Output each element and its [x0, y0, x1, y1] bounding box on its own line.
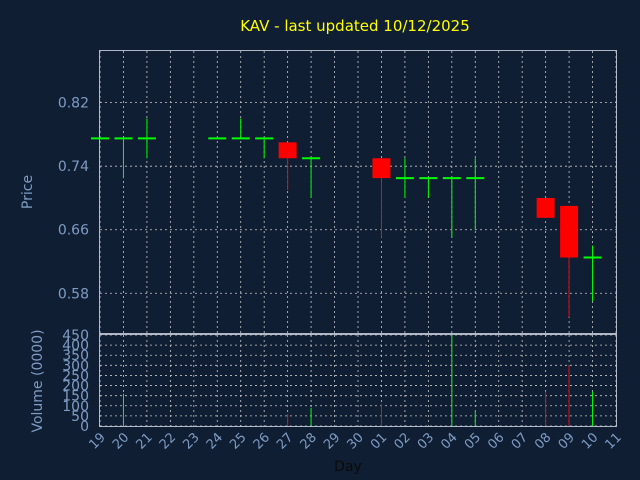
candle: [302, 157, 321, 198]
candle-body: [278, 142, 297, 159]
x-axis-label: Day: [334, 459, 362, 475]
candle-body: [536, 197, 555, 218]
candle: [137, 118, 156, 159]
x-tick-label: 25: [227, 430, 249, 452]
x-tick-label: 08: [532, 430, 554, 452]
candle: [442, 177, 461, 238]
candle: [372, 158, 391, 238]
candle: [560, 205, 579, 318]
x-tick-label: 06: [485, 430, 507, 452]
volume-bars: [122, 335, 594, 426]
candle: [395, 158, 414, 198]
x-tick-label: 02: [391, 430, 413, 452]
x-tick-label: 27: [274, 430, 296, 452]
price-grid: [99, 51, 617, 333]
candle: [536, 197, 555, 218]
x-tick-label: 28: [298, 430, 320, 452]
volume-grid: [99, 334, 617, 427]
volume-y-tick-label: 450: [62, 328, 89, 344]
chart-title: KAV - last updated 10/12/2025: [240, 17, 470, 35]
volume-y-tick-label: 300: [62, 358, 89, 374]
x-tick-label: 03: [415, 430, 437, 452]
x-tick-label: 09: [556, 430, 578, 452]
volume-y-tick-label: 250: [62, 368, 89, 384]
x-tick-label: 05: [462, 430, 484, 452]
x-tick-label: 26: [251, 430, 273, 452]
x-tick-label: 21: [133, 430, 155, 452]
price-y-tick-label: 0.74: [58, 159, 89, 175]
volume-panel-frame: [99, 334, 617, 427]
x-tick-label: 11: [603, 430, 625, 452]
volume-y-tick-label: 50: [71, 409, 89, 425]
price-y-tick-label: 0.66: [58, 223, 89, 239]
candle: [114, 137, 133, 179]
candle-body: [372, 158, 391, 179]
volume-y-tick-label: 350: [62, 348, 89, 364]
x-tick-label: 19: [87, 430, 109, 452]
volume-y-tick-label: 200: [62, 379, 89, 395]
x-tick-label: 30: [345, 430, 367, 452]
candle: [231, 118, 250, 140]
candle: [278, 142, 297, 191]
x-tick-label: 23: [180, 430, 202, 452]
x-tick-label: 20: [110, 430, 132, 452]
candle: [255, 137, 274, 159]
candle: [419, 177, 438, 198]
candle: [466, 158, 485, 230]
x-tick-label: 22: [157, 430, 179, 452]
volume-y-tick-label: 150: [62, 389, 89, 405]
price-y-tick-label: 0.82: [58, 96, 89, 112]
price-panel-frame: [99, 50, 617, 334]
price-y-ticks: 0.82 0.74 0.66 0.58: [58, 96, 89, 303]
x-tick-label: 07: [509, 430, 531, 452]
candle: [583, 245, 602, 302]
candle-body: [560, 205, 579, 258]
x-tick-label: 24: [204, 430, 226, 452]
x-tick-label: 10: [579, 430, 601, 452]
volume-y-tick-label: 400: [62, 338, 89, 354]
volume-axis-label: Volume (0000): [30, 329, 46, 432]
price-y-tick-label: 0.58: [58, 286, 89, 302]
candles: [91, 118, 602, 318]
x-tick-label: 01: [368, 430, 390, 452]
x-ticks: 19 20 21 22 23 24 25 26 27 28 29 30 01 02 03 04 05 06 07 08…: [87, 430, 625, 452]
x-tick-label: 04: [438, 430, 460, 452]
volume-y-tick-label: 100: [62, 399, 89, 415]
x-tick-label: 29: [321, 430, 343, 452]
price-axis-label: Price: [20, 175, 36, 209]
volume-y-tick-label: 0: [80, 419, 89, 435]
